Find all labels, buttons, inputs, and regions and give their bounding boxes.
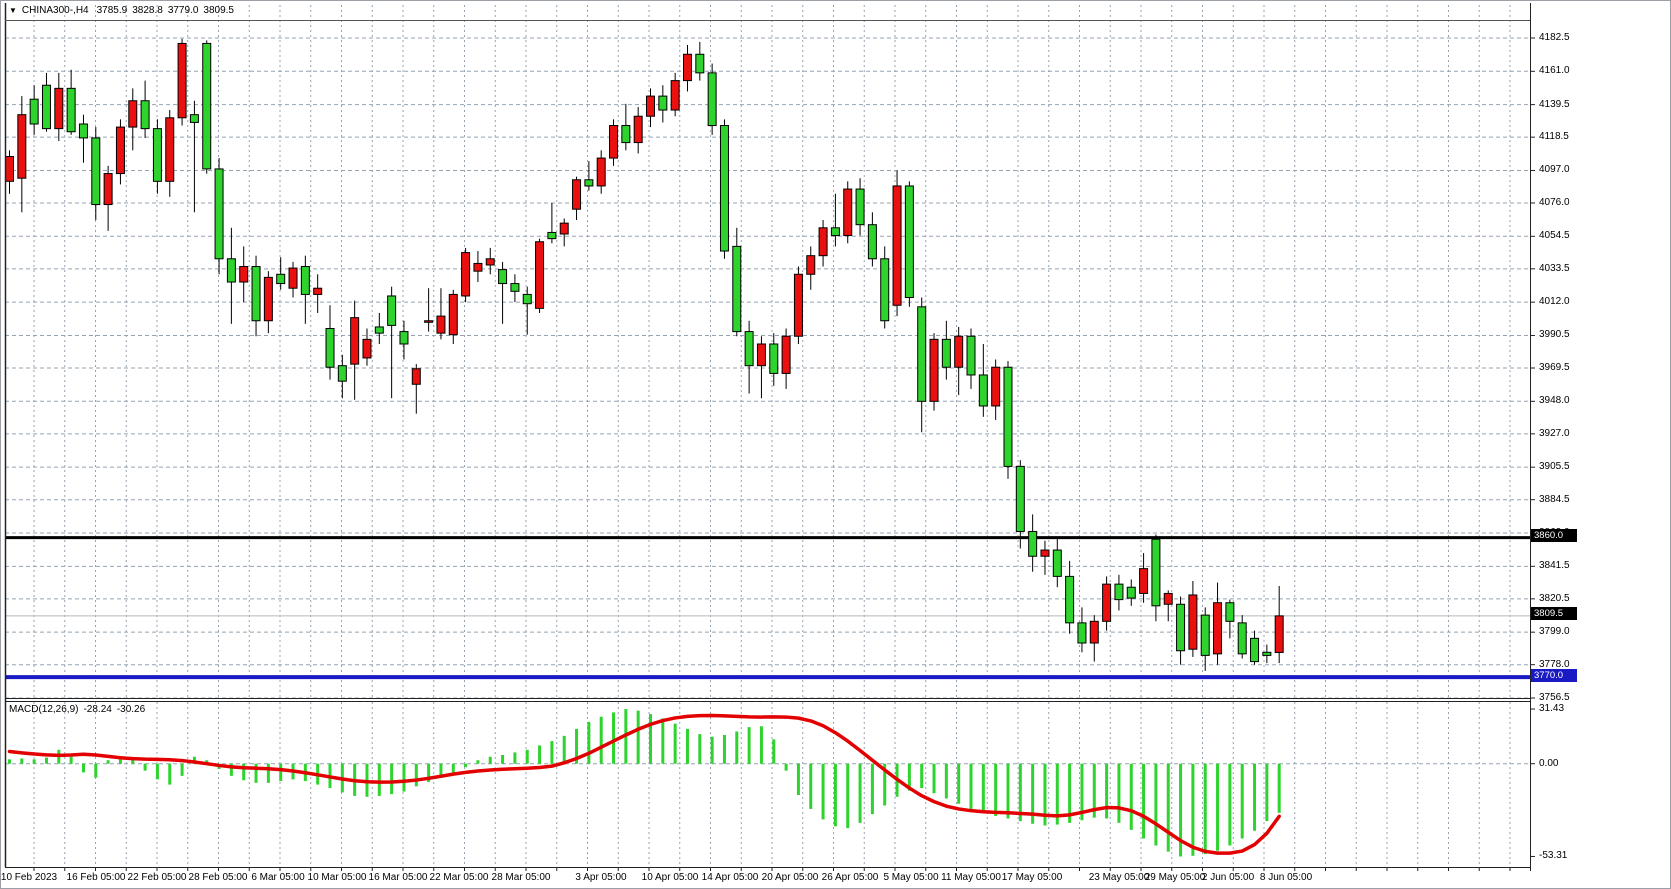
time-tick-label: 23 May 05:00 xyxy=(1088,872,1150,883)
price-tick-label: 3948.0 xyxy=(1539,395,1570,407)
macd-tick-label: -53.31 xyxy=(1539,850,1568,862)
price-line-badge: 3809.5 xyxy=(1531,607,1577,621)
price-line-badge: 3860.0 xyxy=(1531,529,1577,543)
price-axis[interactable]: 4182.5 4161.0 4139.5 4118.5 4097.0 4076.0 4054… xyxy=(1531,3,1670,867)
ohlc-high: 3828.8 xyxy=(132,5,163,16)
time-tick-label: 17 May 05:00 xyxy=(1001,872,1063,883)
time-tick-label: 16 Mar 05:00 xyxy=(368,872,428,883)
time-tick-label: 3 Apr 05:00 xyxy=(575,872,627,883)
time-tick-label: 10 Apr 05:00 xyxy=(641,872,699,883)
price-tick-label: 4033.5 xyxy=(1539,262,1570,274)
macd-tick-label: 31.43 xyxy=(1539,703,1565,714)
price-tick-label: 4118.5 xyxy=(1539,131,1569,143)
price-line-badge: 3770.0 xyxy=(1531,668,1577,682)
time-tick-label: 22 Feb 05:00 xyxy=(127,872,187,883)
symbol-dropdown-icon[interactable]: ▼ xyxy=(9,6,17,15)
time-axis[interactable]: 10 Feb 2023 16 Feb 05:00 22 Feb 05:00 28 Fe… xyxy=(0,868,1670,888)
time-tick-label: 5 May 05:00 xyxy=(883,872,939,883)
time-tick-label: 11 May 05:00 xyxy=(941,872,1001,883)
time-tick-label: 10 Feb 2023 xyxy=(0,872,58,883)
price-tick-label: 3905.5 xyxy=(1539,461,1570,473)
time-tick-label: 29 May 05:00 xyxy=(1144,872,1206,883)
price-tick-label: 3756.5 xyxy=(1539,692,1570,703)
time-tick-label: 10 Mar 05:00 xyxy=(307,872,367,883)
price-tick-label: 3820.5 xyxy=(1539,592,1570,604)
price-tick-label: 3778.0 xyxy=(1539,658,1570,670)
time-tick-label: 28 Feb 05:00 xyxy=(188,872,248,883)
price-tick-label: 4076.0 xyxy=(1539,197,1570,208)
ohlc-open: 3785.9 xyxy=(96,5,128,16)
time-tick-label: 2 Jun 05:00 xyxy=(1201,872,1255,883)
time-tick-label: 14 Apr 05:00 xyxy=(701,872,759,883)
time-tick-label: 20 Apr 05:00 xyxy=(761,872,819,883)
macd-indicator-label: MACD(12,26,9) -28.24 -30.26 xyxy=(9,703,150,716)
chart-plot-area[interactable] xyxy=(5,20,1530,867)
price-tick-label: 3841.5 xyxy=(1539,560,1570,572)
time-tick-label: 26 Apr 05:00 xyxy=(821,872,879,883)
macd-signal-value: -30.26 xyxy=(116,704,146,715)
symbol-timeframe-label[interactable]: CHINA300-,H4 xyxy=(21,5,89,16)
price-tick-label: 3799.0 xyxy=(1539,626,1570,638)
price-tick-label: 3884.5 xyxy=(1539,493,1570,505)
time-tick-label: 16 Feb 05:00 xyxy=(66,872,126,883)
price-tick-label: 4097.0 xyxy=(1539,164,1570,176)
price-tick-label: 4139.5 xyxy=(1539,98,1570,110)
price-tick-label: 4161.0 xyxy=(1539,65,1570,77)
price-tick-label: 4182.5 xyxy=(1539,32,1570,43)
time-tick-label: 8 Jun 05:00 xyxy=(1259,872,1313,883)
macd-tick-label: 0.00 xyxy=(1539,757,1559,769)
ohlc-close: 3809.5 xyxy=(203,5,234,16)
price-tick-label: 4012.0 xyxy=(1539,296,1570,308)
time-tick-label: 22 Mar 05:00 xyxy=(429,872,489,883)
time-tick-label: 6 Mar 05:00 xyxy=(251,872,305,883)
time-tick-label: 28 Mar 05:00 xyxy=(491,872,551,883)
price-tick-label: 4054.5 xyxy=(1539,230,1570,242)
symbol-title: ▼ CHINA300-,H4 3785.9 3828.8 3779.0 3809.5 xyxy=(9,4,239,18)
ohlc-low: 3779.0 xyxy=(167,5,199,16)
price-tick-label: 3990.5 xyxy=(1539,329,1570,341)
price-tick-label: 3927.0 xyxy=(1539,427,1570,439)
price-tick-label: 3969.5 xyxy=(1539,362,1570,373)
macd-main-value: -28.24 xyxy=(83,704,112,715)
macd-name: MACD(12,26,9) xyxy=(9,704,79,715)
